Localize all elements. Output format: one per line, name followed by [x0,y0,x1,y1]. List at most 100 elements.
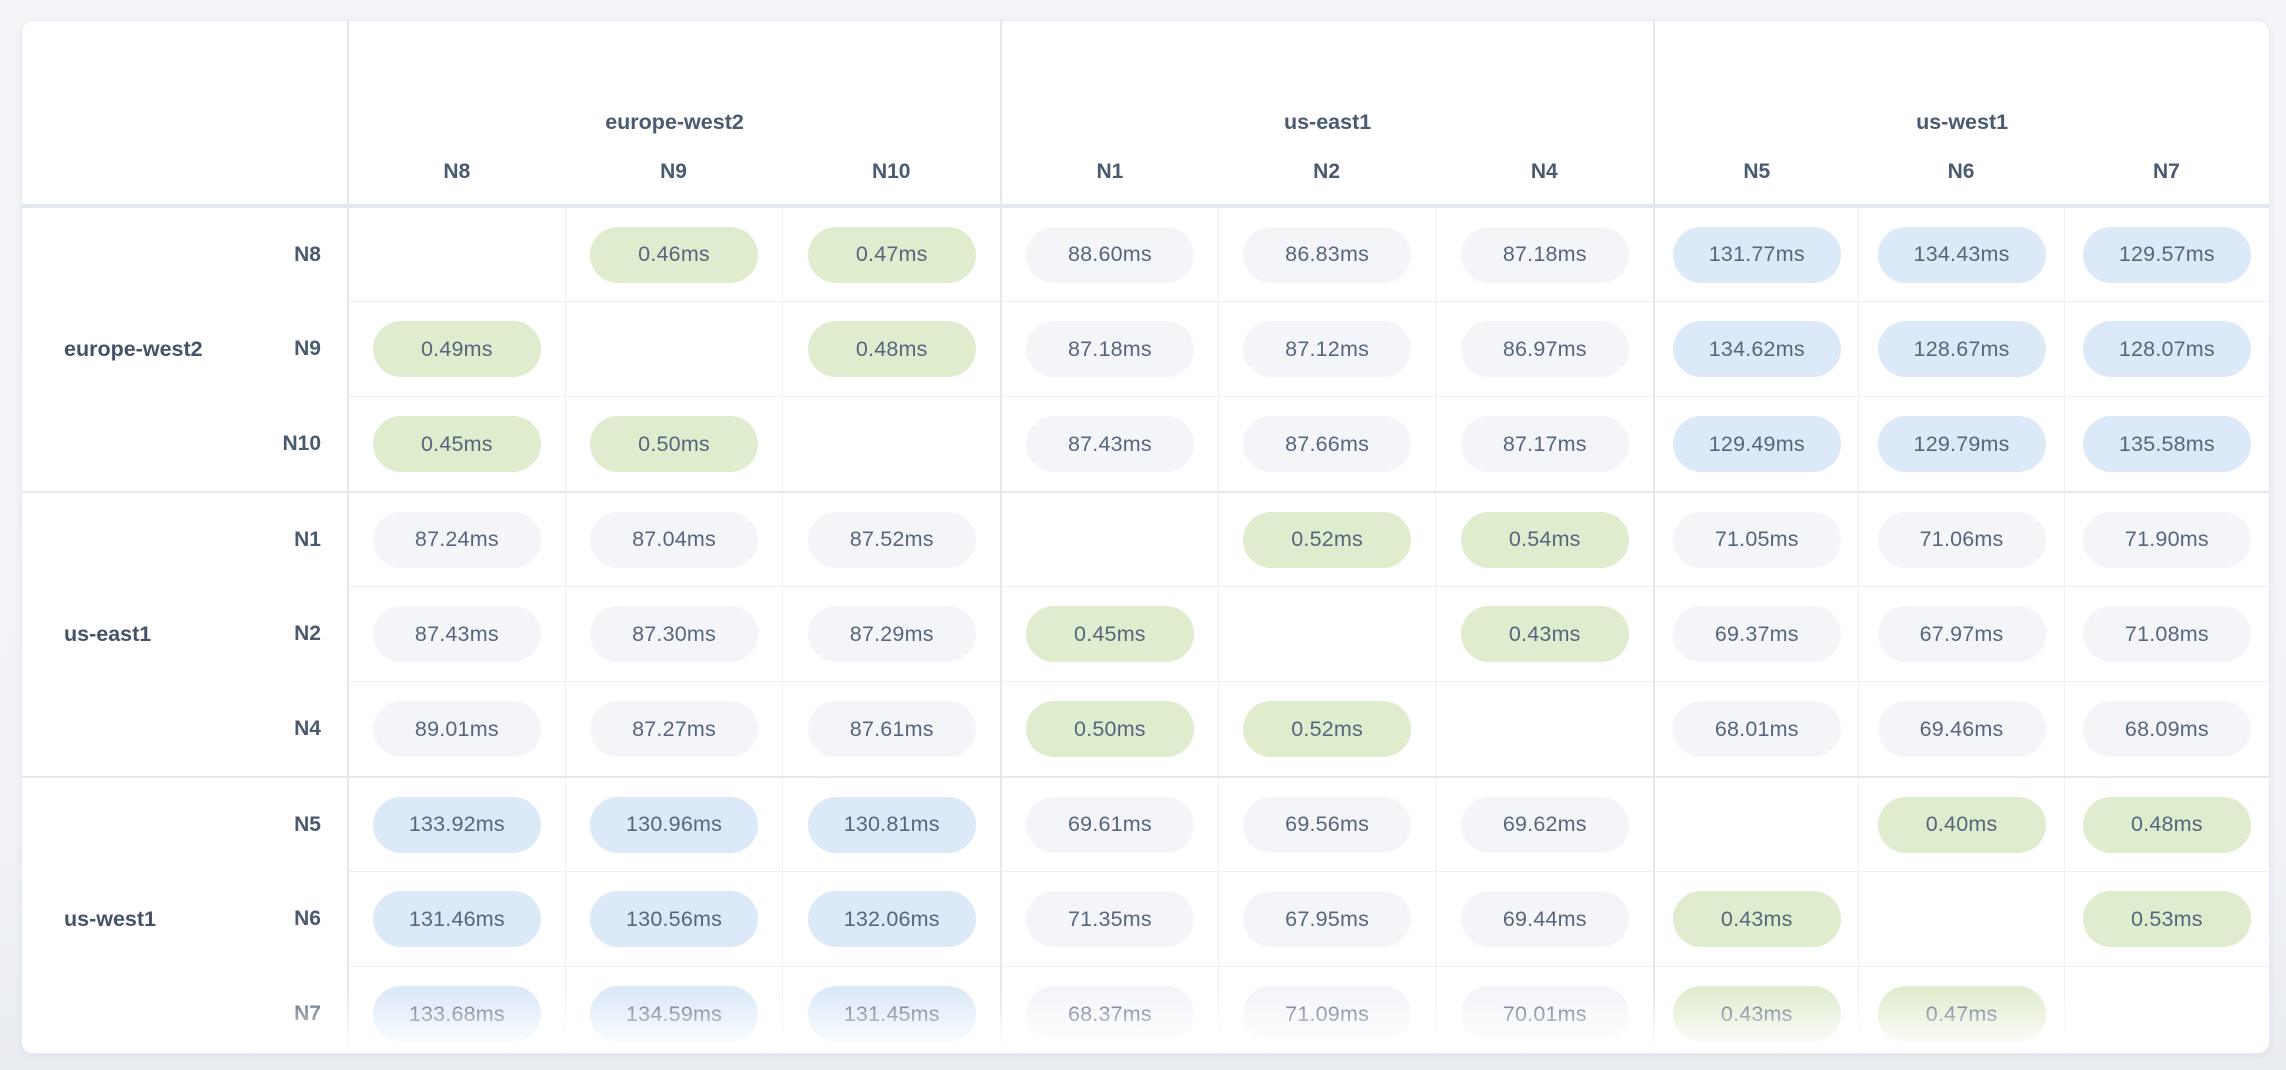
latency-cell: 71.08ms [2063,586,2269,681]
latency-pill: 87.18ms [1025,321,1194,377]
latency-cell: 87.52ms [782,491,1001,586]
latency-pill: 68.01ms [1672,701,1841,757]
latency-cell: 134.62ms [1653,301,1859,396]
latency-pill: 67.95ms [1243,891,1412,947]
latency-cell: 71.06ms [1858,491,2064,586]
latency-pill: 131.46ms [372,891,541,947]
latency-cell: 0.45ms [347,396,565,491]
latency-cell: 70.01ms [1435,966,1654,1053]
latency-cell: 129.49ms [1653,396,1859,491]
row-node-label: N4 [294,716,321,740]
latency-pill: 0.54ms [1460,511,1629,568]
latency-cell: 88.60ms [1000,206,1218,301]
latency-pill: 0.45ms [372,416,541,472]
latency-pill: 134.62ms [1672,321,1841,377]
latency-cell: 0.46ms [564,206,783,301]
latency-pill: 87.12ms [1243,321,1412,377]
latency-pill: 134.59ms [590,986,759,1042]
latency-cell: 71.05ms [1653,491,1859,586]
latency-cell: 86.97ms [1435,301,1654,396]
latency-pill: 129.57ms [2082,226,2251,283]
column-node-header: N5 [1653,139,1859,206]
latency-pill: 0.50ms [1025,701,1194,757]
latency-cell: 87.18ms [1000,301,1218,396]
latency-pill: 69.62ms [1460,796,1629,853]
latency-cell: 87.27ms [564,681,783,776]
latency-pill: 0.43ms [1672,891,1841,947]
latency-pill: 67.97ms [1877,606,2046,662]
latency-cell: 130.81ms [782,776,1001,871]
latency-pill: 87.61ms [807,701,976,757]
latency-cell: 69.46ms [1858,681,2064,776]
latency-pill: 0.50ms [590,416,759,472]
latency-cell: 131.77ms [1653,206,1859,301]
latency-cell: 128.07ms [2063,301,2269,396]
latency-cell: 71.35ms [1000,871,1218,966]
latency-pill: 69.61ms [1025,796,1194,853]
latency-pill: 87.18ms [1460,226,1629,283]
row-node-label: N1 [294,528,321,552]
latency-cell: 134.43ms [1858,206,2064,301]
latency-pill: 129.79ms [1877,416,2046,472]
latency-cell [1858,871,2064,966]
latency-cell [1435,681,1654,776]
column-node-header: N6 [1858,139,2064,206]
latency-pill: 87.04ms [590,511,759,568]
latency-cell: 87.30ms [564,586,783,681]
latency-pill: 128.67ms [1877,321,2046,377]
latency-pill: 131.45ms [807,986,976,1042]
latency-pill: 71.05ms [1672,511,1841,568]
column-node-header: N8 [347,139,565,206]
latency-cell: 89.01ms [347,681,565,776]
latency-pill: 87.52ms [807,511,976,568]
latency-pill: 129.49ms [1672,416,1841,472]
latency-pill: 0.47ms [1877,986,2046,1042]
row-node-label: N8 [294,243,321,267]
latency-pill: 87.24ms [372,511,541,568]
latency-cell [1000,491,1218,586]
latency-pill: 128.07ms [2082,321,2251,377]
row-group-label-cell: europe-west2 N8 N9 N10 [22,206,347,491]
latency-pill: 0.43ms [1672,986,1841,1042]
latency-pill: 0.48ms [2082,796,2251,853]
column-node-header: N4 [1435,139,1654,206]
latency-cell: 87.29ms [782,586,1001,681]
latency-pill: 69.44ms [1460,891,1629,947]
latency-cell: 71.09ms [1217,966,1436,1053]
row-node-label: N2 [294,622,321,646]
latency-cell: 69.62ms [1435,776,1654,871]
latency-pill: 71.90ms [2082,511,2251,568]
latency-pill: 87.30ms [590,606,759,662]
latency-pill: 87.17ms [1460,416,1629,472]
latency-cell: 0.52ms [1217,491,1436,586]
latency-cell: 87.66ms [1217,396,1436,491]
latency-cell: 132.06ms [782,871,1001,966]
latency-cell: 68.01ms [1653,681,1859,776]
latency-pill: 0.45ms [1025,606,1194,662]
latency-cell: 0.43ms [1653,966,1859,1053]
latency-cell: 133.68ms [347,966,565,1053]
column-node-header: N10 [782,139,1001,206]
latency-cell: 0.40ms [1858,776,2064,871]
latency-pill: 68.09ms [2082,701,2251,757]
latency-cell: 86.83ms [1217,206,1436,301]
latency-pill: 87.43ms [372,606,541,662]
row-node-label: N9 [294,337,321,361]
latency-cell: 87.17ms [1435,396,1654,491]
latency-cell: 131.45ms [782,966,1001,1053]
latency-cell: 69.37ms [1653,586,1859,681]
latency-cell: 133.92ms [347,776,565,871]
latency-cell: 69.44ms [1435,871,1654,966]
latency-pill: 86.83ms [1243,226,1412,283]
latency-cell: 69.61ms [1000,776,1218,871]
row-group-label-cell: us-east1 N1 N2 N4 [22,491,347,776]
latency-cell: 129.79ms [1858,396,2064,491]
latency-pill: 0.52ms [1243,511,1412,568]
latency-pill: 132.06ms [807,891,976,947]
latency-pill: 131.77ms [1672,226,1841,283]
latency-cell: 0.52ms [1217,681,1436,776]
latency-cell: 131.46ms [347,871,565,966]
latency-pill: 0.43ms [1460,606,1629,662]
latency-pill: 68.37ms [1025,986,1194,1042]
column-region-header: us-west1 [1653,21,2269,139]
